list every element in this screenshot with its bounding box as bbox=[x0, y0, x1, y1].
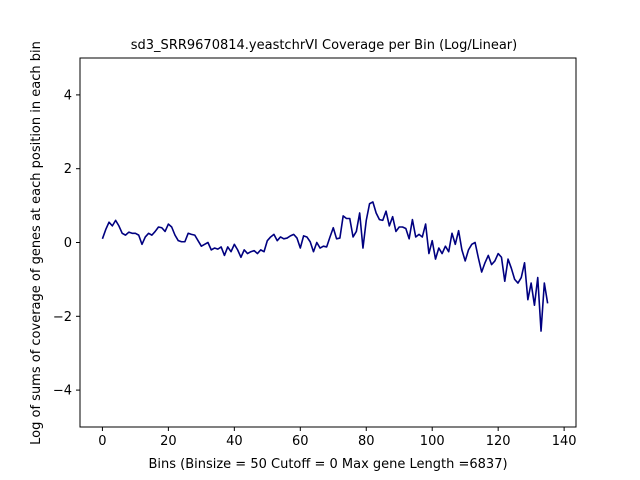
y-tick-label: −2 bbox=[53, 310, 72, 325]
x-tick-label: 40 bbox=[226, 434, 243, 449]
series-line bbox=[101, 201, 549, 332]
x-axis-title: Bins (Binsize = 50 Cutoff = 0 Max gene L… bbox=[148, 457, 507, 472]
chart-title: sd3_SRR9670814.yeastchrVI Coverage per B… bbox=[131, 38, 517, 53]
x-tick-label: 140 bbox=[552, 434, 577, 449]
y-tick-label: 0 bbox=[64, 236, 72, 251]
x-tick-label: 80 bbox=[358, 434, 375, 449]
x-tick-label: 120 bbox=[486, 434, 511, 449]
x-tick-label: 60 bbox=[292, 434, 309, 449]
plot-area: 0 20 40 60 80 100 120 140 −4 −2 0 2 4 bbox=[53, 57, 577, 449]
y-tick-label: 2 bbox=[64, 162, 72, 177]
y-tick-label: 4 bbox=[64, 88, 72, 103]
x-tick-label: 100 bbox=[420, 434, 445, 449]
y-axis-title: Log of sums of coverage of genes at each… bbox=[29, 41, 44, 445]
y-tick-label: −4 bbox=[53, 384, 72, 399]
x-tick-label: 20 bbox=[160, 434, 177, 449]
x-tick-label: 0 bbox=[98, 434, 106, 449]
